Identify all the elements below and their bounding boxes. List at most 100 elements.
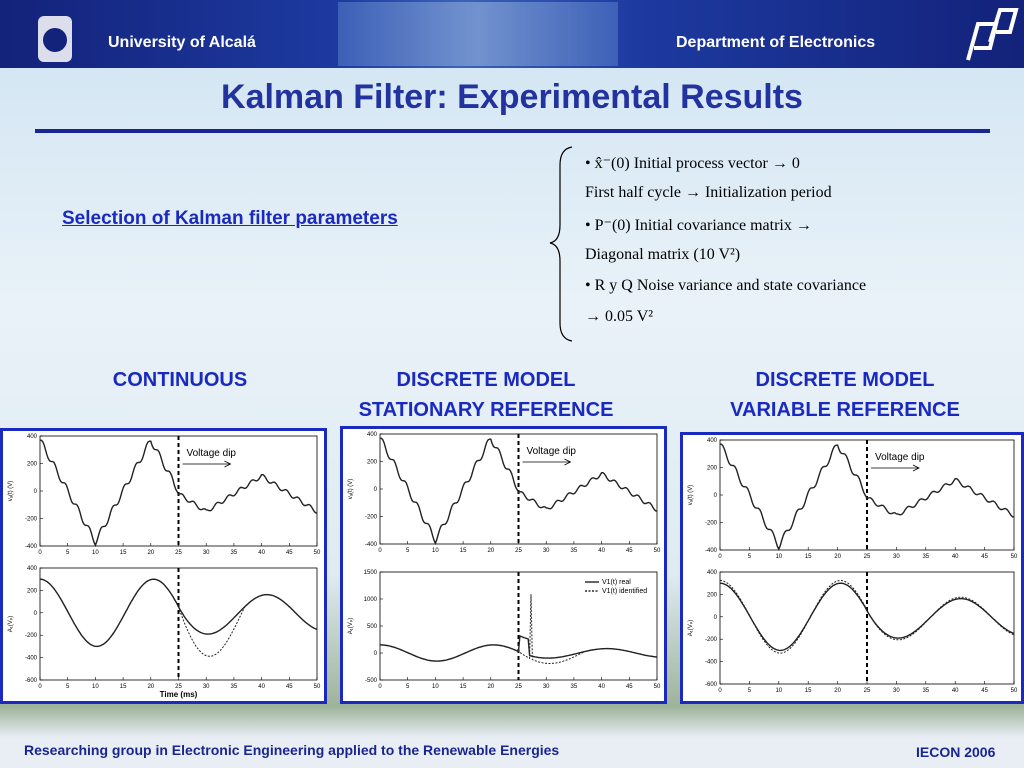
annotation: Voltage dip: [875, 452, 925, 463]
y-tick-label: 1000: [364, 597, 378, 603]
x-tick-label: 0: [718, 688, 722, 694]
x-tick-label: 35: [922, 688, 929, 694]
x-tick-label: 15: [120, 684, 127, 690]
y-tick-label: -200: [705, 637, 718, 643]
x-tick-label: 35: [571, 548, 578, 554]
x-tick-label: 35: [922, 554, 929, 560]
x-tick-label: 5: [66, 550, 70, 556]
link[interactable]: Selection of Kalman filter parameters: [62, 208, 398, 229]
y-tick-label: -400: [25, 656, 38, 662]
curve: [379, 437, 658, 546]
legend-label: V1(t) identified: [602, 588, 647, 595]
y-tick-label: -200: [365, 515, 378, 521]
curve: [719, 579, 1015, 654]
x-tick-label: 20: [487, 684, 494, 690]
y-axis-label: A₁(Vₚ): [348, 618, 354, 635]
x-tick-label: 25: [864, 688, 871, 694]
x-tick-label: 10: [92, 684, 99, 690]
x-tick-label: 5: [748, 688, 752, 694]
x-tick-label: 25: [515, 548, 522, 554]
x-tick-label: 20: [834, 688, 841, 694]
x-tick-label: 25: [864, 554, 871, 560]
x-tick-label: 30: [543, 548, 550, 554]
parameter-line: • P⁻(0) Initial covariance matrix →: [585, 217, 812, 234]
department: Department of Electronics: [676, 34, 876, 51]
parameter-line: • R y Q Noise variance and state covaria…: [585, 277, 867, 294]
y-tick-label: -600: [25, 678, 38, 684]
x-tick-label: 0: [378, 548, 382, 554]
x-tick-label: 20: [834, 554, 841, 560]
header-image: [338, 2, 618, 66]
x-tick-label: 25: [175, 684, 182, 690]
curve: [380, 594, 658, 664]
y-tick-label: 200: [367, 460, 378, 466]
brace: [549, 146, 573, 342]
x-tick-label: 45: [286, 550, 293, 556]
column-heading-line: STATIONARY REFERENCE: [358, 399, 614, 421]
column-heading: CONTINUOUS: [10, 365, 350, 395]
x-tick-label: 0: [38, 550, 42, 556]
x-tick-label: 5: [748, 554, 752, 560]
y-tick-label: 200: [27, 588, 38, 594]
y-axis-label: A₁(Vₚ): [688, 620, 694, 637]
y-axis-label: vₐ(t) (V): [348, 479, 354, 500]
x-tick-label: 25: [175, 550, 182, 556]
x-tick-label: 50: [654, 548, 661, 554]
x-tick-label: 50: [314, 550, 321, 556]
x-tick-label: 30: [203, 550, 210, 556]
x-tick-label: 0: [378, 684, 382, 690]
y-tick-label: 400: [367, 432, 378, 438]
x-tick-label: 5: [406, 548, 410, 554]
curve: [719, 443, 1015, 552]
x-tick-label: 40: [258, 684, 265, 690]
x-tick-label: 15: [805, 554, 812, 560]
column-heading: DISCRETE MODEL STATIONARY REFERENCE: [316, 365, 656, 425]
x-tick-label: 0: [38, 684, 42, 690]
y-tick-label: 400: [707, 438, 718, 444]
curve: [719, 582, 1015, 652]
x-tick-label: 15: [460, 684, 467, 690]
x-tick-label: 20: [147, 550, 154, 556]
x-tick-label: 20: [487, 548, 494, 554]
x-tick-label: 40: [598, 548, 605, 554]
x-tick-label: 15: [460, 548, 467, 554]
crest: [38, 16, 72, 62]
x-tick-label: 30: [203, 684, 210, 690]
column-heading-line: VARIABLE REFERENCE: [730, 399, 960, 421]
x-tick-label: 30: [543, 684, 550, 690]
x-tick-label: 10: [775, 688, 782, 694]
x-tick-label: 45: [981, 554, 988, 560]
x-tick-label: 20: [147, 684, 154, 690]
y-tick-label: 500: [367, 624, 378, 630]
x-axis-label: Time (ms): [160, 690, 198, 699]
x-tick-label: 35: [231, 550, 238, 556]
y-tick-label: -200: [25, 517, 38, 523]
x-tick-label: 15: [805, 688, 812, 694]
annotation-arrow: [871, 464, 920, 472]
y-tick-label: -400: [365, 542, 378, 548]
x-tick-label: 10: [92, 550, 99, 556]
curve: [39, 439, 318, 548]
footer-event: IECON 2006: [916, 744, 996, 760]
y-tick-label: 200: [707, 592, 718, 598]
y-tick-label: 200: [27, 462, 38, 468]
y-tick-label: -500: [365, 678, 378, 684]
title: Kalman Filter: Experimental Results: [221, 78, 803, 116]
x-tick-label: 35: [571, 684, 578, 690]
y-tick-label: -600: [705, 682, 718, 688]
panel-frame: [680, 432, 1024, 704]
annotation-arrow: [182, 460, 232, 468]
x-tick-label: 40: [598, 684, 605, 690]
footer-group: Researching group in Electronic Engineer…: [24, 742, 560, 758]
y-tick-label: -400: [705, 660, 718, 666]
y-tick-label: 400: [27, 434, 38, 440]
x-tick-label: 40: [952, 554, 959, 560]
y-axis-label: A₁(Vₚ): [8, 616, 14, 633]
annotation-arrow: [522, 458, 572, 466]
parameter-line: → 0.05 V²: [585, 308, 654, 325]
x-tick-label: 40: [952, 688, 959, 694]
